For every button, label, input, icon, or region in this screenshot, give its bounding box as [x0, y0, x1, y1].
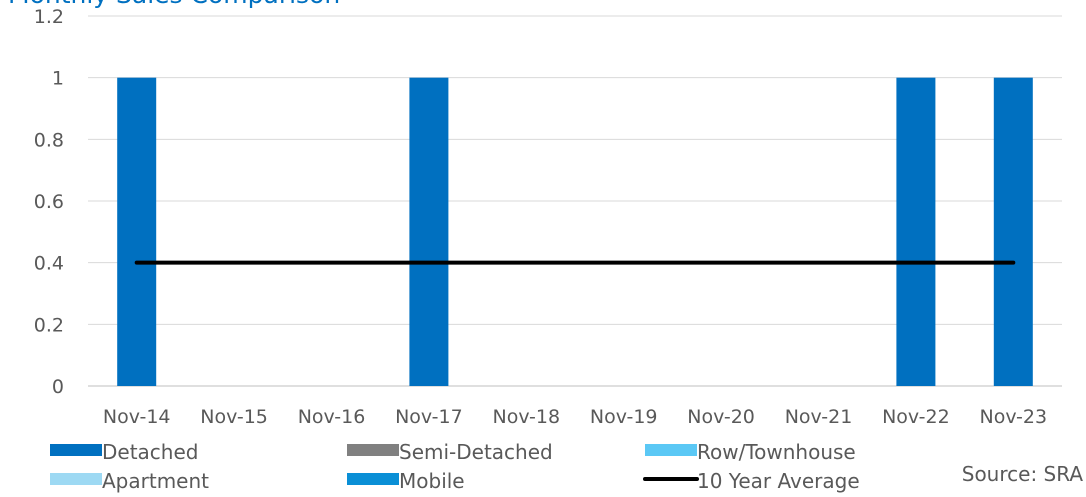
- legend-label: 10 Year Average: [697, 469, 860, 493]
- y-tick-label: 1: [52, 68, 64, 90]
- x-tick-label: Nov-21: [785, 406, 853, 428]
- legend-swatch: [645, 444, 697, 456]
- y-tick-label: 0.6: [34, 191, 64, 213]
- legend-label: Row/Townhouse: [697, 440, 856, 464]
- x-tick-label: Nov-22: [882, 406, 950, 428]
- legend-label: Apartment: [102, 469, 209, 493]
- x-tick-label: Nov-14: [103, 406, 171, 428]
- x-tick-label: Nov-16: [298, 406, 366, 428]
- legend-swatch: [347, 473, 399, 485]
- legend-label: Mobile: [399, 469, 465, 493]
- y-tick-label: 0: [52, 376, 64, 398]
- source-note: Source: SRA: [962, 462, 1084, 486]
- x-tick-label: Nov-18: [492, 406, 560, 428]
- bar-detached: [409, 77, 449, 387]
- bar-detached: [117, 77, 157, 387]
- y-tick-label: 1.2: [34, 6, 64, 28]
- y-tick-label: 0.2: [34, 314, 64, 336]
- legend-swatch: [347, 444, 399, 456]
- legend-label: Semi-Detached: [399, 440, 553, 464]
- y-axis-ticks: 0 0.2 0.4 0.6 0.8 1 1.2: [34, 6, 64, 398]
- legend-swatch: [50, 473, 102, 485]
- x-tick-label: Nov-20: [687, 406, 755, 428]
- x-tick-label: Nov-17: [395, 406, 463, 428]
- legend-swatch: [50, 444, 102, 456]
- bars: [117, 77, 1033, 387]
- bar-detached: [993, 77, 1033, 387]
- x-axis-ticks: Nov-14 Nov-15 Nov-16 Nov-17 Nov-18 Nov-19 Nov-…: [103, 406, 1047, 428]
- y-tick-label: 0.8: [34, 129, 64, 151]
- bar-detached: [896, 77, 936, 387]
- x-tick-label: Nov-19: [590, 406, 658, 428]
- legend-label: Detached: [102, 440, 198, 464]
- legend: Detached Semi-Detached Row/Townhouse Apartm…: [50, 440, 860, 493]
- x-tick-label: Nov-15: [200, 406, 268, 428]
- chart-title: Monthly Sales Comparison: [8, 0, 340, 9]
- y-tick-label: 0.4: [34, 253, 64, 275]
- x-tick-label: Nov-23: [979, 406, 1047, 428]
